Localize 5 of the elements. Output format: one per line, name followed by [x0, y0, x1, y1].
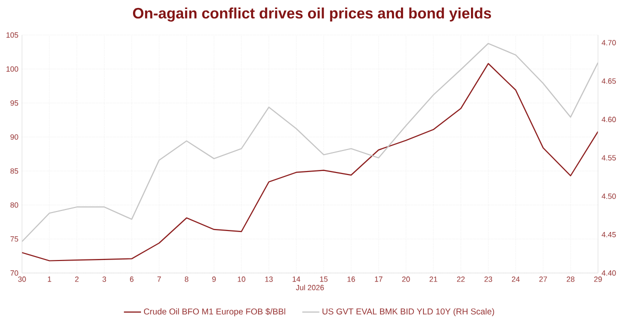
legend-label: US GVT EVAL BMK BID YLD 10Y (RH Scale) — [322, 308, 494, 316]
legend-label: Crude Oil BFO M1 Europe FOB $/BBl — [144, 308, 286, 316]
chart-title: On-again conflict drives oil prices and bond yields — [132, 8, 492, 22]
line-series — [22, 63, 598, 262]
line-series — [22, 42, 598, 242]
